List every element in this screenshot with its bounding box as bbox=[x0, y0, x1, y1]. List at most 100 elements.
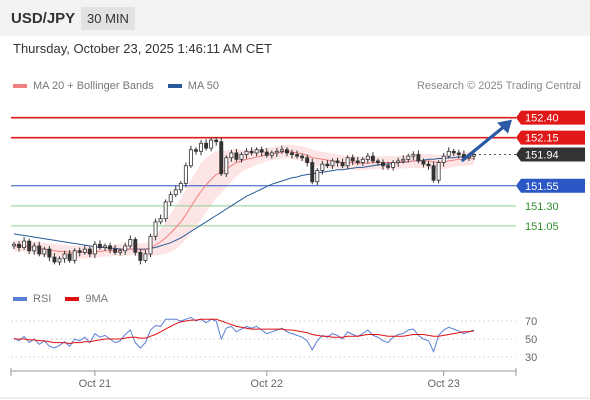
rsi-panel: 70 50 30 bbox=[11, 316, 537, 364]
candle bbox=[178, 180, 183, 194]
forecast-arrow-shaft bbox=[461, 125, 506, 162]
candle bbox=[386, 161, 391, 170]
candle bbox=[259, 146, 264, 157]
candle bbox=[279, 145, 284, 154]
candle bbox=[194, 147, 198, 155]
candle bbox=[451, 148, 456, 157]
legend-label-ma50: MA 50 bbox=[187, 80, 219, 92]
candle bbox=[27, 238, 32, 254]
candle bbox=[335, 157, 340, 167]
level-tags: 152.40 152.15 151.94 151.55 151.30 151.05 bbox=[516, 110, 585, 233]
candle bbox=[37, 241, 42, 257]
price-legend: MA 20 + Bollinger Bands MA 50 bbox=[13, 80, 233, 92]
rsi-level-label-30: 30 bbox=[525, 352, 537, 364]
candle bbox=[416, 150, 421, 164]
legend-label-rsi: RSI bbox=[33, 293, 52, 305]
candle bbox=[381, 159, 385, 170]
legend-label-ma20: MA 20 + Bollinger Bands bbox=[33, 80, 154, 92]
candle bbox=[355, 156, 360, 165]
legend-label-9ma: 9MA bbox=[85, 293, 108, 305]
forecast-arrow bbox=[461, 119, 512, 162]
x-axis: Oct 21 Oct 22 Oct 23 bbox=[0, 368, 590, 399]
candle bbox=[32, 242, 37, 255]
candle bbox=[108, 242, 113, 254]
candle bbox=[214, 136, 219, 146]
candle bbox=[12, 241, 16, 250]
level-label-151.94: 151.94 bbox=[525, 150, 559, 162]
candle bbox=[249, 147, 254, 156]
x-tick-label: Oct 23 bbox=[427, 378, 459, 390]
candle bbox=[42, 246, 47, 258]
rsi-level-label-50: 50 bbox=[525, 334, 537, 346]
symbol-title: USD/JPY bbox=[11, 10, 76, 27]
candle bbox=[360, 156, 365, 166]
level-tag-151.55 bbox=[516, 178, 585, 193]
candle bbox=[92, 241, 97, 258]
candle bbox=[290, 149, 294, 159]
candles bbox=[12, 136, 476, 266]
candle bbox=[52, 253, 57, 265]
bollinger-band-area bbox=[14, 144, 474, 259]
chart-header: USD/JPY 30 MIN bbox=[0, 0, 590, 36]
candle bbox=[219, 137, 224, 177]
candle bbox=[72, 248, 77, 264]
level-label-151.05: 151.05 bbox=[525, 221, 559, 233]
candle bbox=[17, 241, 22, 252]
level-label-151.55: 151.55 bbox=[525, 181, 559, 193]
candle bbox=[87, 246, 92, 258]
legend-swatch-ma20 bbox=[13, 84, 27, 88]
legend-swatch-9ma bbox=[65, 297, 80, 301]
candle bbox=[97, 240, 102, 250]
credit-text: Research © 2025 Trading Central bbox=[416, 80, 581, 92]
candle bbox=[375, 158, 380, 166]
candle bbox=[315, 168, 320, 185]
rsi-level-label-70: 70 bbox=[525, 316, 537, 328]
level-label-152.15: 152.15 bbox=[525, 133, 559, 145]
candle bbox=[57, 256, 62, 266]
candle bbox=[153, 218, 158, 241]
candle bbox=[274, 148, 279, 157]
legend-item-ma50: MA 50 bbox=[167, 80, 219, 92]
candle bbox=[113, 245, 118, 255]
candle bbox=[365, 152, 370, 164]
candle bbox=[244, 148, 249, 159]
candle bbox=[310, 158, 315, 185]
candle bbox=[224, 155, 229, 177]
candle bbox=[325, 160, 330, 169]
candle bbox=[391, 160, 396, 171]
candle bbox=[183, 162, 188, 188]
candle bbox=[209, 137, 214, 152]
legend-item-ma20: MA 20 + Bollinger Bands bbox=[13, 80, 154, 92]
candle bbox=[82, 245, 87, 255]
chart-datetime: Thursday, October 23, 2025 1:46:11 AM CE… bbox=[13, 41, 272, 56]
candle bbox=[138, 249, 143, 265]
level-tag-152.15 bbox=[516, 130, 585, 145]
candle bbox=[143, 249, 148, 263]
candle bbox=[421, 158, 426, 168]
legend-swatch-ma50 bbox=[167, 84, 182, 88]
level-tag-151.94 bbox=[516, 147, 585, 162]
timeframe-badge[interactable]: 30 MIN bbox=[81, 7, 135, 30]
candle bbox=[305, 154, 310, 167]
candle bbox=[173, 185, 178, 198]
candle bbox=[446, 147, 451, 159]
candle bbox=[284, 147, 289, 157]
candle bbox=[295, 150, 300, 159]
candle bbox=[350, 154, 355, 165]
level-label-151.30: 151.30 bbox=[525, 201, 559, 213]
candle bbox=[148, 233, 153, 258]
candle bbox=[370, 152, 375, 164]
candle bbox=[128, 235, 133, 249]
legend-item-9ma: 9MA bbox=[65, 293, 108, 305]
candle bbox=[330, 158, 335, 169]
level-label-152.40: 152.40 bbox=[525, 113, 559, 125]
candle bbox=[239, 152, 244, 163]
rsi-legend: RSI 9MA bbox=[13, 293, 122, 305]
candle bbox=[188, 145, 193, 169]
forecast-arrow-head bbox=[497, 119, 512, 134]
candle bbox=[300, 153, 305, 161]
legend-item-rsi: RSI bbox=[13, 293, 51, 305]
candle bbox=[22, 237, 27, 250]
candle bbox=[47, 245, 52, 262]
